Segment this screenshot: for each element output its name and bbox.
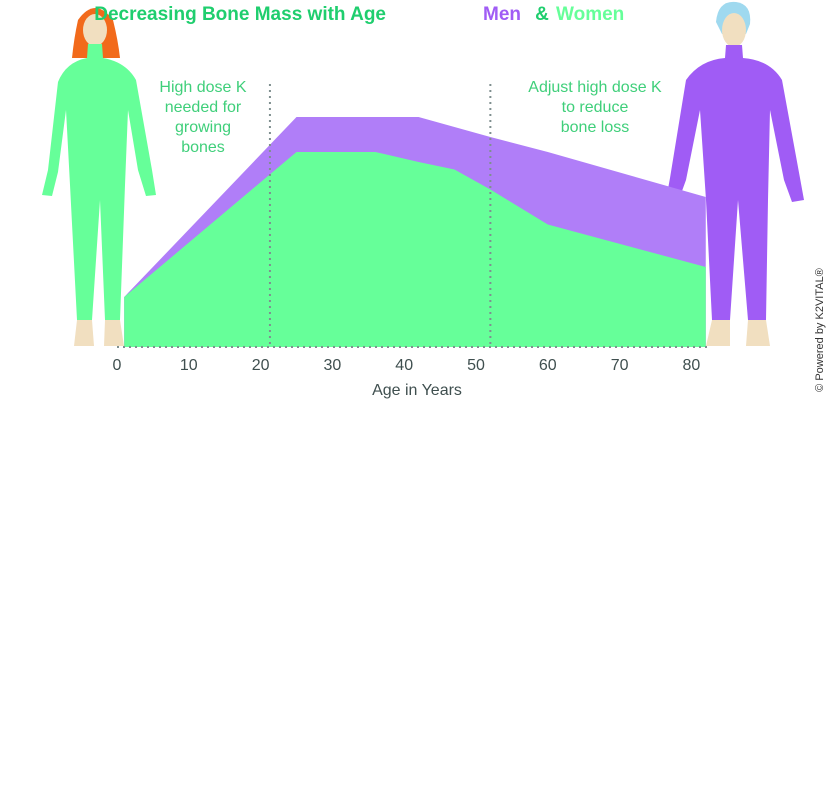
x-tick-label: 0 — [113, 357, 122, 374]
x-axis-label: Age in Years — [372, 382, 462, 399]
annotation: bone loss — [561, 119, 630, 136]
x-tick-label: 60 — [539, 357, 557, 374]
x-tick-label: 50 — [467, 357, 485, 374]
title-connector: & — [535, 4, 549, 25]
x-tick-label: 80 — [683, 357, 701, 374]
annotation: High dose K — [159, 79, 246, 96]
x-tick-label: 70 — [611, 357, 629, 374]
area — [124, 152, 706, 347]
x-tick-label: 40 — [395, 357, 413, 374]
credit: © Powered by K2VITAL® — [814, 268, 826, 392]
annotation: growing — [175, 119, 231, 136]
woman-figure — [42, 8, 156, 346]
chart-title: Decreasing Bone Mass with Age — [94, 4, 386, 25]
x-tick-label: 30 — [324, 357, 342, 374]
annotation: needed for — [165, 99, 242, 116]
annotation: Adjust high dose K — [528, 79, 662, 96]
annotation: bones — [181, 139, 225, 156]
legend-entry: Women — [556, 4, 624, 25]
x-tick-label: 20 — [252, 357, 270, 374]
annotation: to reduce — [562, 99, 629, 116]
legend-entry: Men — [483, 4, 521, 25]
x-tick-label: 10 — [180, 357, 198, 374]
man-figure — [666, 1, 804, 346]
